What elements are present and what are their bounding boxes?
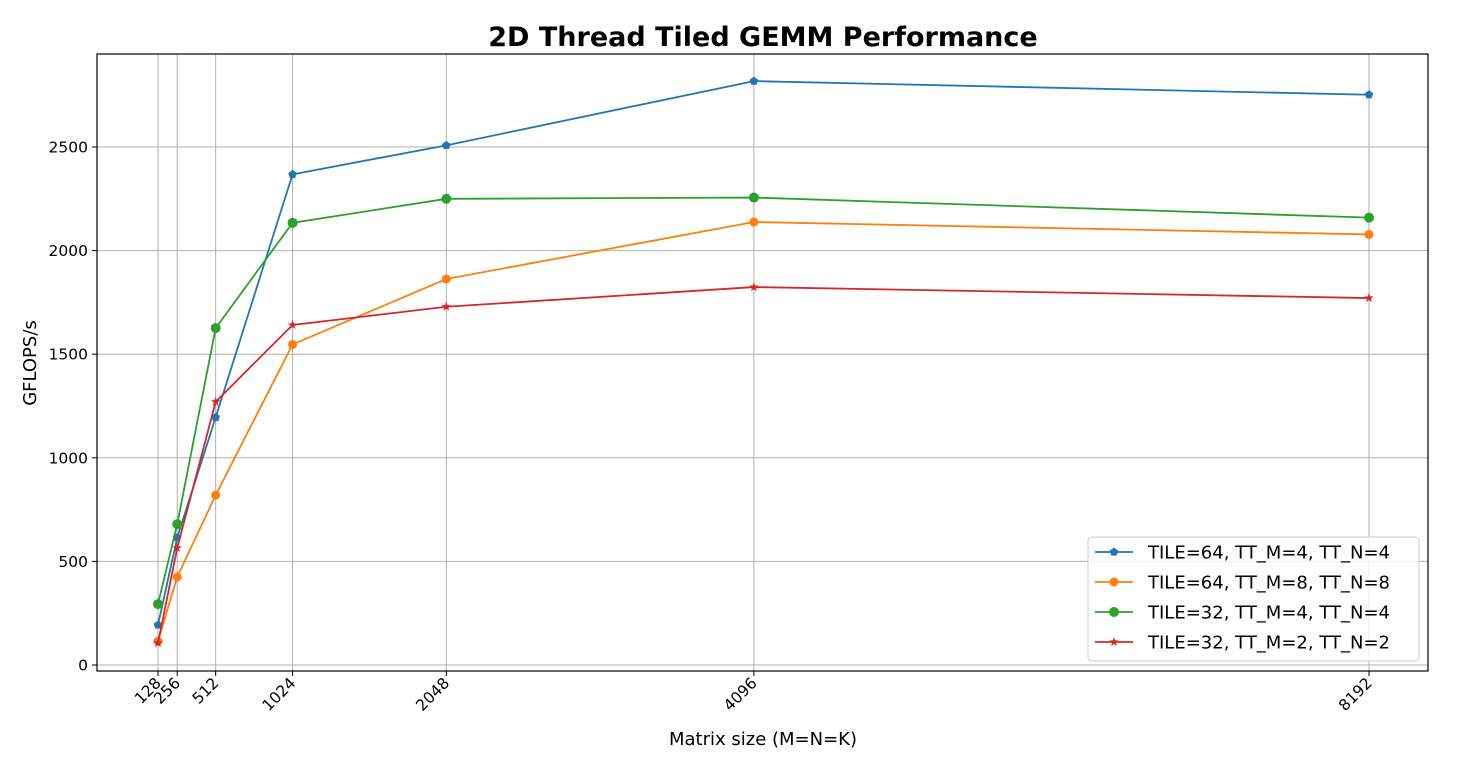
legend-item: TILE=64, TT_M=8, TT_N=8: [1095, 573, 1390, 594]
x-tick-label: 512: [189, 674, 223, 708]
legend: TILE=64, TT_M=4, TT_N=4 TILE=64, TT_M=8, …: [1087, 536, 1420, 662]
chart-title: 2D Thread Tiled GEMM Performance: [488, 22, 1037, 53]
data-point-marker: [153, 638, 163, 648]
data-point-marker: [1364, 229, 1374, 239]
data-point-marker: [749, 217, 759, 227]
series-line: [153, 217, 1374, 646]
y-tick-label: 500: [58, 553, 88, 571]
series-lines: [153, 76, 1374, 648]
data-point-marker: [287, 217, 298, 228]
series-line: [153, 76, 1374, 629]
data-point-marker: [1109, 577, 1119, 587]
series-line: [153, 192, 1374, 610]
x-tick-label: 2048: [413, 674, 454, 715]
y-tick-label: 1500: [49, 346, 88, 364]
data-point-marker: [288, 169, 297, 178]
data-point-marker: [442, 140, 451, 149]
data-point-marker: [748, 192, 759, 203]
plot-frame: [96, 53, 1429, 672]
data-point-marker: [749, 282, 759, 292]
data-point-marker: [1109, 637, 1119, 647]
data-point-marker: [1364, 90, 1374, 99]
data-point-marker: [211, 490, 221, 500]
data-point-marker: [1109, 607, 1119, 617]
y-tick-label: 2000: [49, 242, 88, 260]
y-tick-label: 0: [78, 657, 88, 675]
y-axis-label: GFLOPS/s: [20, 320, 41, 406]
data-point-marker: [288, 339, 298, 349]
legend-item: TILE=32, TT_M=4, TT_N=4: [1095, 603, 1390, 624]
y-tick-label: 2500: [49, 139, 88, 157]
data-point-marker: [441, 301, 452, 311]
data-point-marker: [1109, 547, 1119, 556]
data-point-marker: [210, 396, 221, 406]
data-point-marker: [172, 572, 182, 582]
y-tick-label: 1000: [49, 449, 88, 467]
legend-label: TILE=64, TT_M=8, TT_N=8: [1147, 573, 1390, 594]
x-tick-label: 1024: [259, 674, 300, 715]
x-tick-label: 8192: [1335, 674, 1376, 715]
legend-item: TILE=32, TT_M=2, TT_N=2: [1095, 633, 1390, 654]
series-line: [153, 282, 1374, 648]
y-axis-ticks: 0 500 1000 1500 2000 2500: [49, 139, 97, 675]
data-point-marker: [441, 274, 451, 284]
data-point-marker: [441, 193, 452, 204]
data-point-marker: [153, 599, 163, 610]
data-point-marker: [287, 319, 298, 330]
data-point-marker: [210, 323, 221, 334]
legend-label: TILE=64, TT_M=4, TT_N=4: [1147, 543, 1390, 564]
data-point-marker: [172, 519, 183, 530]
data-point-marker: [1364, 293, 1374, 303]
legend-box: [1087, 536, 1420, 662]
legend-item: TILE=64, TT_M=4, TT_N=4: [1095, 543, 1390, 564]
data-point-marker: [1364, 212, 1374, 223]
x-axis-label: Matrix size (M=N=K): [669, 729, 857, 750]
legend-label: TILE=32, TT_M=4, TT_N=4: [1147, 603, 1390, 624]
x-tick-label: 4096: [720, 674, 761, 715]
data-point-marker: [749, 76, 759, 85]
data-point-marker: [153, 620, 163, 629]
legend-label: TILE=32, TT_M=2, TT_N=2: [1147, 633, 1390, 654]
data-point-marker: [172, 542, 182, 552]
data-point-marker: [211, 412, 220, 422]
